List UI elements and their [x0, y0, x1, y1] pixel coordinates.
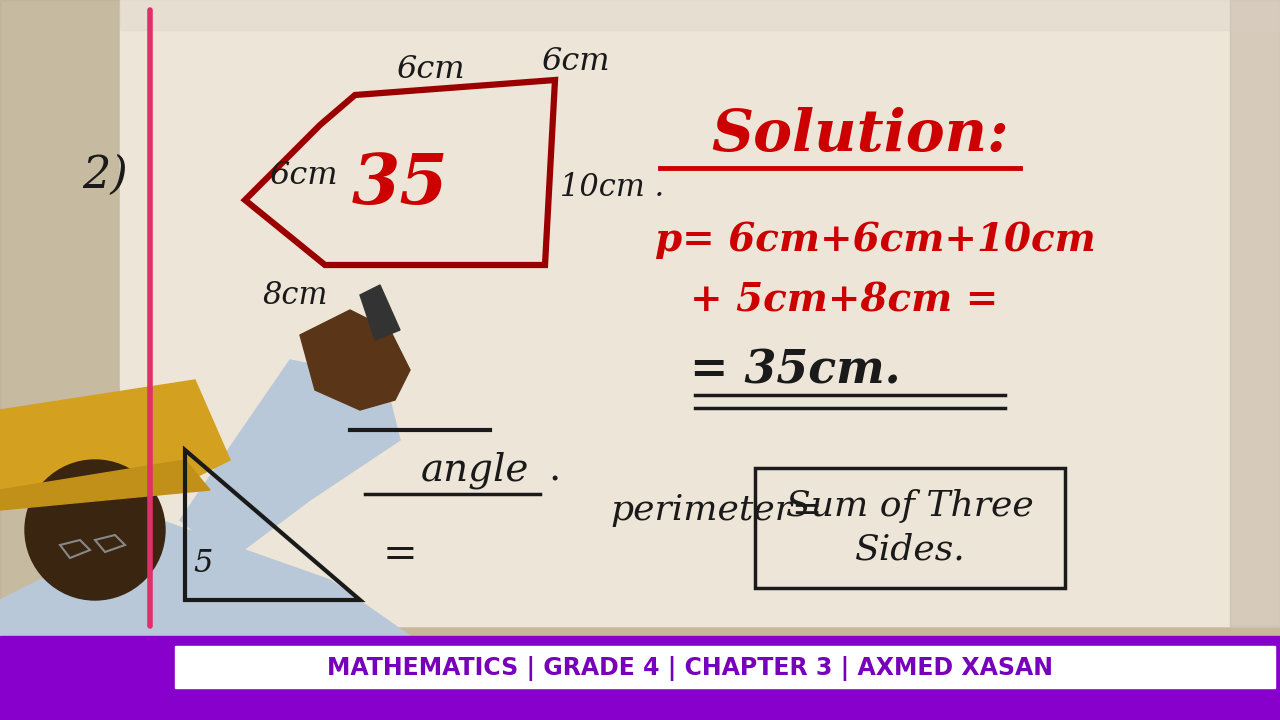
Text: = 35cm.: = 35cm.: [690, 347, 901, 393]
Text: 35: 35: [352, 151, 448, 219]
Text: .: .: [549, 451, 561, 488]
Polygon shape: [0, 380, 230, 500]
Bar: [1230, 0, 1280, 626]
Text: 10cm .: 10cm .: [561, 173, 664, 204]
Bar: [120, 0, 1280, 626]
Text: MATHEMATICS | GRADE 4 | CHAPTER 3 | AXMED XASAN: MATHEMATICS | GRADE 4 | CHAPTER 3 | AXME…: [326, 656, 1053, 680]
Bar: [0, 0, 1280, 626]
Text: + 5cm+8cm =: + 5cm+8cm =: [690, 281, 998, 319]
Text: Sum of Three: Sum of Three: [786, 489, 1034, 523]
Circle shape: [26, 460, 165, 600]
Bar: [175, 646, 1275, 688]
Text: angle: angle: [421, 451, 529, 489]
Polygon shape: [0, 520, 430, 720]
Polygon shape: [300, 310, 410, 410]
Bar: [755, 468, 1065, 588]
Text: perimeter=: perimeter=: [611, 493, 822, 527]
Bar: [120, 0, 1280, 30]
Text: 2): 2): [82, 153, 128, 197]
Bar: [0, 0, 160, 626]
Text: 5: 5: [193, 547, 212, 578]
Text: Solution:: Solution:: [712, 107, 1009, 163]
Text: 6cm: 6cm: [269, 160, 338, 191]
Polygon shape: [180, 360, 399, 560]
Text: 6cm: 6cm: [396, 55, 465, 86]
Polygon shape: [0, 460, 210, 510]
Text: 8cm: 8cm: [262, 279, 328, 310]
Text: =: =: [383, 534, 417, 576]
Text: p= 6cm+6cm+10cm: p= 6cm+6cm+10cm: [655, 221, 1096, 259]
Polygon shape: [360, 285, 399, 340]
Bar: [0, 636, 1280, 720]
Text: 6cm: 6cm: [540, 47, 609, 78]
Text: Sides.: Sides.: [855, 533, 965, 567]
